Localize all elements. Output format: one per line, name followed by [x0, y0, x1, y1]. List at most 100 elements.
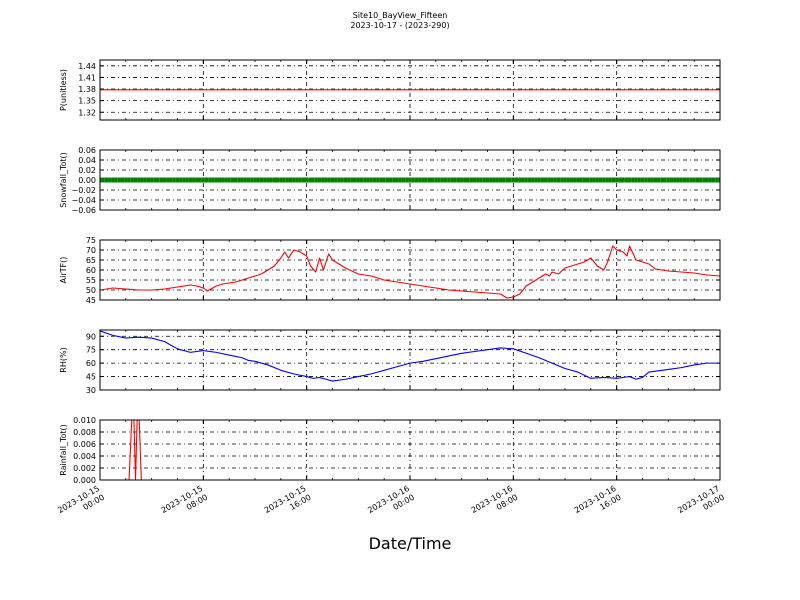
data-point: [156, 177, 160, 183]
y-tick-label: 0.004: [73, 452, 96, 461]
data-point: [566, 177, 570, 183]
data-point: [359, 177, 364, 183]
data-point: [592, 177, 596, 183]
data-point: [669, 177, 674, 183]
data-point: [347, 177, 351, 183]
y-tick-label: 60: [86, 266, 96, 275]
data-point: [305, 177, 309, 183]
data-point: [627, 177, 632, 183]
data-point: [114, 177, 118, 183]
data-point: [634, 177, 638, 183]
data-point: [179, 177, 183, 183]
data-point: [514, 177, 519, 183]
y-tick-label: 70: [86, 246, 96, 255]
data-point: [569, 177, 574, 183]
y-tick-label: −0.06: [71, 206, 96, 215]
data-point: [188, 177, 193, 183]
y-tick-label: 0.008: [73, 428, 96, 437]
data-point: [440, 177, 444, 183]
data-point: [505, 177, 509, 183]
data-point: [224, 177, 228, 183]
data-point: [421, 177, 425, 183]
data-point: [411, 177, 415, 183]
data-point: [130, 177, 134, 183]
data-point: [201, 177, 205, 183]
data-point: [589, 177, 593, 183]
data-point: [453, 177, 457, 183]
data-point: [272, 177, 276, 183]
data-point: [657, 177, 661, 183]
data-point: [485, 177, 490, 183]
data-point: [579, 177, 583, 183]
data-point: [240, 177, 244, 183]
chart-title: Site10_BayView_Fifteen: [352, 11, 448, 20]
data-point: [100, 177, 102, 183]
x-axis-label: Date/Time: [368, 534, 452, 553]
data-point: [508, 177, 512, 183]
y-tick-label: 30: [86, 386, 96, 395]
data-point: [276, 177, 280, 183]
data-point: [353, 177, 357, 183]
data-point: [111, 177, 115, 183]
data-point: [466, 177, 470, 183]
data-point: [334, 177, 338, 183]
panel-1: 0.060.040.020.00−0.02−0.04−0.06Snowfall_…: [59, 146, 721, 215]
data-point: [611, 177, 616, 183]
data-point: [531, 177, 535, 183]
data-point: [369, 177, 373, 183]
data-point: [195, 177, 199, 183]
data-point: [705, 177, 709, 183]
data-point: [540, 177, 544, 183]
y-tick-label: 0.06: [78, 146, 96, 155]
data-point: [343, 177, 348, 183]
data-point: [166, 177, 170, 183]
y-tick-label: 1.32: [78, 108, 96, 117]
y-tick-label: 1.35: [78, 97, 96, 106]
data-point: [269, 177, 273, 183]
axes-frame: [99, 419, 721, 481]
y-tick-label: 60: [86, 359, 96, 368]
data-point: [653, 177, 658, 183]
data-point: [253, 177, 257, 183]
data-point: [660, 177, 664, 183]
y-tick-label: 0.010: [73, 416, 96, 425]
axes-frame: [99, 239, 721, 301]
data-point: [376, 177, 380, 183]
data-point: [534, 177, 538, 183]
data-point: [159, 177, 163, 183]
data-point: [395, 177, 399, 183]
data-point: [121, 177, 125, 183]
data-point: [618, 177, 622, 183]
data-point: [143, 177, 147, 183]
data-point: [379, 177, 383, 183]
data-point: [527, 177, 532, 183]
data-point: [317, 177, 322, 183]
data-point: [702, 177, 706, 183]
data-point: [553, 177, 557, 183]
series-line: [100, 330, 720, 382]
data-point: [544, 177, 548, 183]
data-point: [437, 177, 441, 183]
data-point: [385, 177, 389, 183]
data-point: [150, 177, 154, 183]
data-point: [640, 177, 645, 183]
data-point: [221, 177, 225, 183]
data-point: [217, 177, 222, 183]
data-point: [308, 177, 312, 183]
data-point: [295, 177, 299, 183]
data-point: [647, 177, 651, 183]
data-point: [492, 177, 496, 183]
data-point: [427, 177, 431, 183]
data-point: [556, 177, 561, 183]
data-point: [246, 177, 251, 183]
series-line: [100, 245, 720, 299]
data-point: [117, 177, 121, 183]
data-point: [363, 177, 367, 183]
data-point: [547, 177, 551, 183]
series-group: [100, 420, 720, 480]
data-point: [108, 177, 112, 183]
data-point: [392, 177, 396, 183]
